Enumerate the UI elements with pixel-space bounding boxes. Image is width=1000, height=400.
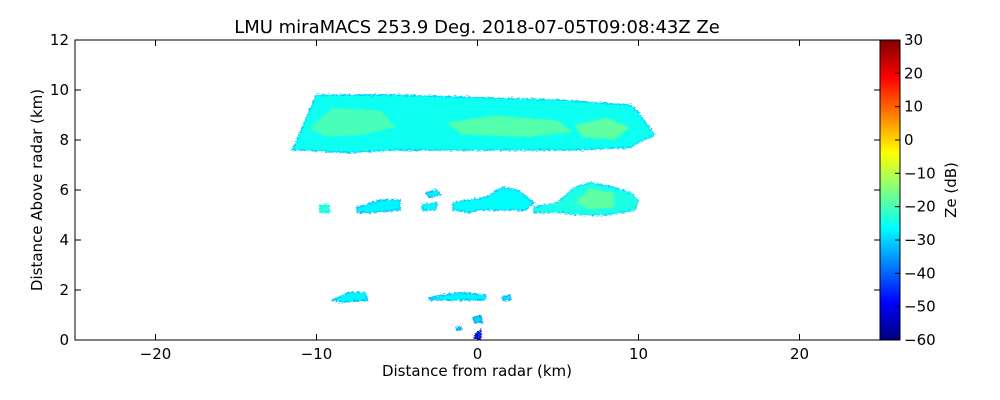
colorbar-tick-label: −20 [904,198,936,216]
y-tick-label: 4 [59,231,69,249]
x-tick-label: −20 [140,345,172,363]
colorbar-tick-label: 30 [904,31,923,49]
region-mid-speck-3 [319,204,330,214]
colorbar-tick-label: 10 [904,98,923,116]
colorbar [879,39,901,341]
colorbar-tick-label: −50 [904,298,936,316]
region-low-speck-4 [456,325,462,331]
colorbar-label: Ze (dB) [942,162,960,218]
region-mid-blob-1 [356,199,401,214]
region-low-speck-2 [471,314,484,324]
region-low-patch-1 [330,291,369,304]
y-tick-label: 12 [50,31,69,49]
y-tick-label: 10 [50,81,69,99]
region-mid-speck-2 [420,201,439,211]
x-tick-label: −10 [301,345,333,363]
region-upper-core-2 [443,114,576,139]
y-axis-label: Distance Above radar (km) [28,89,46,291]
x-tick-label: 20 [790,345,809,363]
colorbar-tick-label: −10 [904,164,936,182]
y-tick-label: 0 [59,331,69,349]
colorbar-tick-label: −40 [904,264,936,282]
y-axis: 0 2 4 6 8 10 12 [50,31,880,349]
y-tick-label: 8 [59,131,69,149]
colorbar-tick-label: 0 [904,131,914,149]
region-upper-core-3 [573,116,632,141]
colorbar-tick-label: −60 [904,331,936,349]
region-mid-core-3 [573,186,616,211]
chart-title: LMU miraMACS 253.9 Deg. 2018-07-05T09:08… [234,17,720,38]
x-axis: −20 −10 0 10 20 [140,40,809,363]
colorbar-ticks: 30 20 10 0 −10 −20 −30 −40 −50 −60 [895,31,936,349]
colorbar-tick-label: 20 [904,64,923,82]
colorbar-tick-label: −30 [904,231,936,249]
region-upper-core-1 [307,106,399,139]
reflectivity-regions [291,94,656,340]
x-tick-label: 10 [629,345,648,363]
y-tick-label: 6 [59,181,69,199]
x-axis-label: Distance from radar (km) [382,362,572,380]
region-mid-speck-1 [425,189,442,199]
region-mid-blob-2 [452,186,535,214]
region-low-patch-2 [428,291,487,301]
y-tick-label: 2 [59,281,69,299]
x-tick-label: 0 [473,345,483,363]
region-low-speck-1 [500,294,513,301]
